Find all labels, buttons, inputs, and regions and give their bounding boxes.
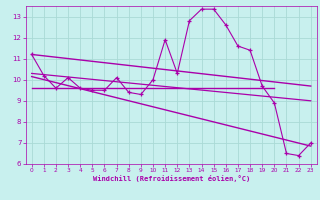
X-axis label: Windchill (Refroidissement éolien,°C): Windchill (Refroidissement éolien,°C) bbox=[92, 175, 250, 182]
